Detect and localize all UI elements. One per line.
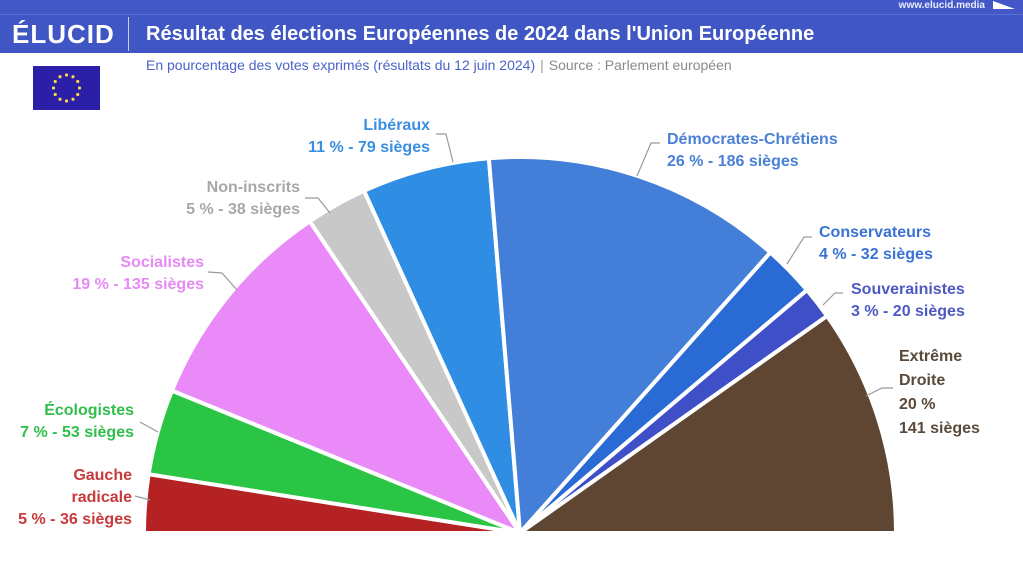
segment-liberaux [362, 156, 522, 535]
label-gauche-radicale-line-1: radicale [72, 489, 133, 506]
leader-line-socialistes [207, 271, 238, 291]
label-socialistes-line-0: Socialistes [120, 254, 204, 271]
top-strip: www.elucid.media [0, 0, 1023, 14]
label-democrates-chretiens-line-0: Démocrates-Chrétiens [667, 131, 838, 148]
eu-star [53, 92, 57, 97]
label-democrates-chretiens-line-1: 26 % - 186 sièges [667, 153, 799, 170]
subtitle-main: En pourcentage des votes exprimés (résul… [146, 57, 536, 73]
leader-line-liberaux [436, 133, 454, 163]
eu-flag-icon [33, 66, 100, 110]
label-extreme-droite-line-3: 141 sièges [899, 420, 980, 437]
leader-line-non-inscrits [305, 197, 331, 214]
leader-line-democrates-chretiens [636, 142, 660, 177]
chart-subtitle: En pourcentage des votes exprimés (résul… [146, 57, 732, 73]
leader-line-gauche-radicale [134, 495, 151, 501]
segment-extreme-droite [518, 313, 898, 535]
eu-star [58, 97, 62, 101]
label-ecologistes-line-1: 7 % - 53 sièges [20, 424, 134, 441]
label-conservateurs-line-0: Conservateurs [819, 224, 931, 241]
segment-socialistes [169, 219, 522, 535]
segment-democrates-chretiens [486, 155, 773, 535]
eu-star [58, 75, 62, 79]
leader-line-conservateurs [786, 236, 812, 265]
label-non-inscrits-line-0: Non-inscrits [207, 179, 300, 196]
label-conservateurs-line-1: 4 % - 32 sièges [819, 246, 933, 263]
eu-star [53, 79, 57, 84]
eu-star [51, 86, 56, 90]
play-arrow-icon [993, 1, 1015, 9]
site-url[interactable]: www.elucid.media [898, 0, 985, 11]
subtitle-separator: | [540, 57, 544, 73]
eu-star [76, 92, 80, 97]
elucid-logo[interactable]: ÉLUCID [12, 19, 115, 49]
label-extreme-droite-line-2: 20 % [899, 396, 935, 413]
leader-line-ecologistes [139, 421, 159, 433]
label-souverainistes-line-0: Souverainistes [851, 281, 965, 298]
label-gauche-radicale-line-2: 5 % - 36 sièges [18, 511, 132, 528]
eu-star [77, 86, 82, 90]
label-extreme-droite-line-0: Extrême [899, 348, 962, 365]
eu-star [76, 79, 80, 84]
label-socialistes-line-1: 19 % - 135 sièges [72, 276, 204, 293]
label-non-inscrits-line-1: 5 % - 38 sièges [186, 201, 300, 218]
label-liberaux-line-1: 11 % - 79 sièges [308, 139, 430, 156]
header-bar: ÉLUCID Résultat des élections Européenne… [0, 14, 1023, 53]
eu-star [71, 97, 75, 101]
label-extreme-droite-line-1: Droite [899, 372, 945, 389]
leader-line-extreme-droite [865, 387, 893, 397]
leader-line-souverainistes [822, 292, 843, 306]
header-divider [128, 17, 129, 51]
subtitle-source: Source : Parlement européen [548, 57, 732, 73]
eu-star [71, 75, 75, 79]
label-ecologistes-line-0: Écologistes [44, 400, 134, 419]
chart-title: Résultat des élections Européennes de 20… [146, 23, 815, 45]
label-liberaux-line-0: Libéraux [363, 117, 430, 134]
label-gauche-radicale-line-0: Gauche [73, 467, 132, 484]
eu-star [64, 73, 69, 77]
eu-star [64, 99, 69, 103]
label-souverainistes-line-1: 3 % - 20 sièges [851, 303, 965, 320]
